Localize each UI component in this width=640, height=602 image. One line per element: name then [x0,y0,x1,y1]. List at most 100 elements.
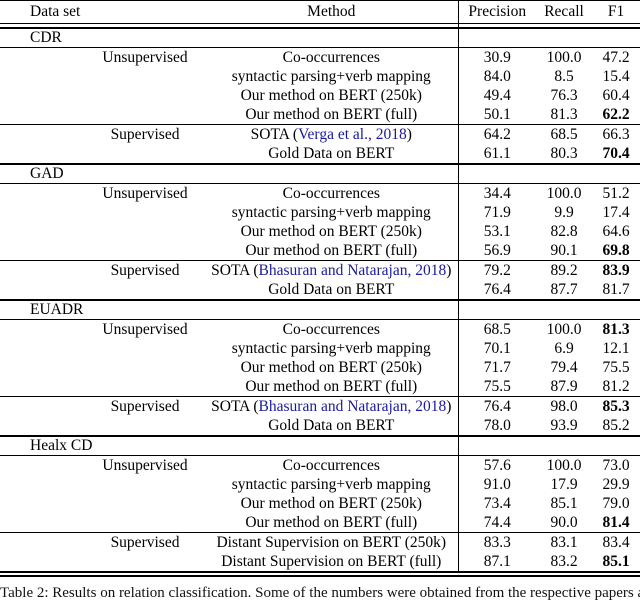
cell-type: Supervised [85,532,206,552]
cell-recall: 87.7 [550,280,578,298]
cell-dataset [0,184,85,204]
cell-precision: 71.7 [457,358,537,377]
cell-f1-best: 81.4 [602,513,630,531]
cell-dataset [0,416,85,436]
cell-recall: 100.0 [546,184,582,202]
cell-f1: 85.2 [602,416,630,434]
table-row: Gold Data on BERT 78.0 93.9 85.2 [0,416,640,436]
table-row: syntactic parsing+verb mapping 91.0 17.9… [0,475,640,494]
table-row: Our method on BERT (full) 75.5 87.9 81.2 [0,377,640,397]
cell-recall: 83.2 [550,552,578,570]
table-row: Our method on BERT (250k) 49.4 76.3 60.4 [0,86,640,105]
cell-dataset [0,124,85,144]
table-row: syntactic parsing+verb mapping 70.1 6.9 … [0,339,640,358]
cell-method: Our method on BERT (250k) [240,86,422,104]
col-header-dataset: Data set [0,0,206,24]
cell-f1: 29.9 [602,475,630,493]
cell-dataset [0,339,85,358]
cell-precision: 53.1 [457,222,537,241]
cell-f1-best: 85.3 [592,396,640,416]
col-header-f1: F1 [592,0,640,24]
table-row: Supervised SOTA (Verga et al., 2018) 64.… [0,124,640,144]
cell-dataset [0,396,85,416]
table-row: Supervised SOTA (Bhasuran and Natarajan,… [0,396,640,416]
table-row: Gold Data on BERT 61.1 80.3 70.4 [0,144,640,164]
citation-link[interactable]: Bhasuran and Natarajan, 2018 [258,397,447,415]
cell-dataset [0,513,85,533]
col-header-recall: Recall [536,0,593,24]
rule-segment [0,571,640,577]
col-header-precision: Precision [457,0,537,24]
cell-dataset [0,222,85,241]
cell-precision: 87.1 [457,552,537,572]
cell-method: Our method on BERT (full) [245,377,418,395]
cell-type: Unsupervised [102,456,188,474]
cell-method: Our method on BERT (full) [245,241,418,259]
cell-method: Gold Data on BERT [268,280,395,298]
cell-method: syntactic parsing+verb mapping [231,203,431,221]
cell-precision: 30.9 [457,47,537,67]
cell-precision: 64.2 [457,124,537,144]
cell-f1: 81.2 [602,377,630,395]
cell-f1-best: 62.2 [602,105,630,123]
cell-f1: 81.7 [602,280,630,298]
cell-type [85,280,205,300]
section-row-empty [457,27,640,48]
cell-recall: 82.8 [550,222,578,240]
cell-method: syntactic parsing+verb mapping [231,475,431,493]
cell-recall: 76.3 [550,86,578,104]
cell-precision: 91.0 [457,475,537,494]
bottom-double-rule [0,571,640,577]
cell-method: Co-occurrences [282,320,380,338]
table-row: Our method on BERT (full) 56.9 90.1 69.8 [0,241,640,261]
table-row: Supervised SOTA (Bhasuran and Natarajan,… [0,260,640,280]
cell-dataset [0,67,85,86]
cell-dataset [0,532,85,552]
cell-recall: 87.9 [550,377,578,395]
cell-precision: 50.1 [457,105,537,125]
citation-link[interactable]: Verga et al., 2018 [298,125,407,143]
citation-link[interactable]: Bhasuran and Natarajan, 2018 [258,261,447,279]
cell-type [85,552,205,572]
cell-precision: 78.0 [457,416,537,436]
cell-dataset [0,358,85,377]
cell-precision: 57.6 [457,455,537,475]
section-label: CDR [0,27,459,48]
section-row-empty [457,435,640,456]
section-row-empty [457,163,640,184]
cell-recall: 90.1 [550,241,578,259]
cell-type: Unsupervised [102,320,188,338]
cell-f1-best: 70.4 [602,144,630,162]
cell-precision: 75.5 [457,377,537,397]
cell-f1-best: 83.9 [592,260,640,280]
cell-precision: 49.4 [457,86,537,105]
cell-dataset [0,48,85,68]
section-label: Healx CD [0,435,459,456]
method-label-suffix: ) [406,125,412,143]
cell-type: Supervised [85,124,206,144]
cell-method: Distant Supervision on BERT (full) [221,552,442,570]
cell-method: Our method on BERT (full) [245,513,418,531]
cell-method: Co-occurrences [282,184,380,202]
cell-recall: 80.3 [550,144,578,162]
cell-type [85,339,205,358]
section-row-healx-cd: Healx CD [0,435,640,456]
cell-method: syntactic parsing+verb mapping [231,67,431,85]
cell-type: Unsupervised [102,48,188,66]
cell-type [85,67,205,86]
cell-recall: 90.0 [550,513,578,531]
cell-f1: 17.4 [602,203,630,221]
cell-type [85,377,205,397]
cell-type [85,241,205,261]
cell-f1: 60.4 [602,86,630,104]
rule-segment [457,23,640,28]
table-row: Unsupervised Co-occurrences 57.6 100.0 7… [0,455,640,475]
cell-precision: 84.0 [457,67,537,86]
cell-type [85,513,205,533]
cell-precision: 71.9 [457,203,537,222]
cell-dataset [0,494,85,513]
cell-precision: 76.4 [457,280,537,300]
section-label: EUADR [0,299,459,320]
cell-precision: 56.9 [457,241,537,261]
double-rule-spacer [0,23,640,28]
